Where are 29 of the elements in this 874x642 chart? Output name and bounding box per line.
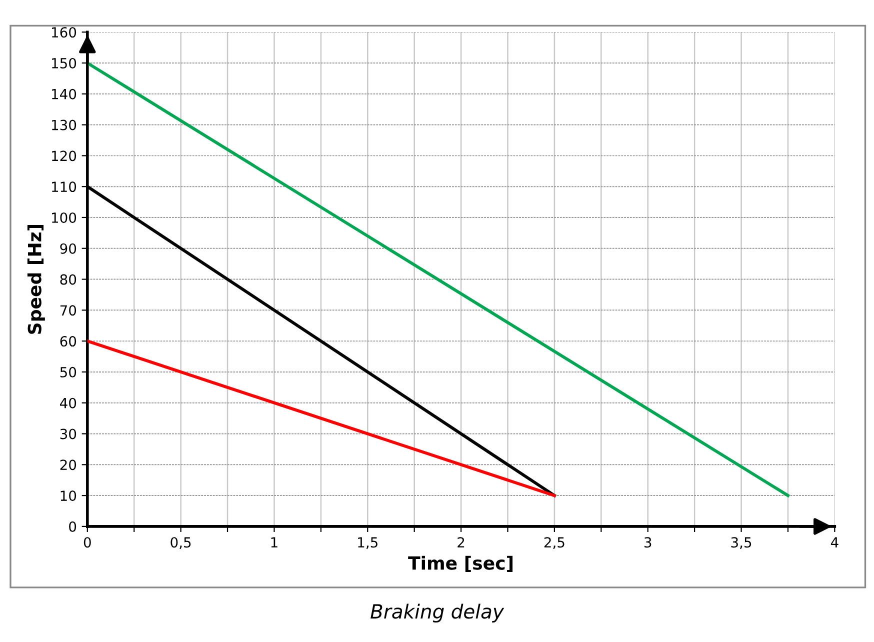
y-tick-label: 150 xyxy=(52,58,76,68)
y-tick-label: 10 xyxy=(60,490,76,502)
text: Braking delay xyxy=(370,604,504,623)
x-axis-title: Time [sec] xyxy=(408,556,513,572)
y-tick-label: 120 xyxy=(52,150,76,162)
y-tick-label: 20 xyxy=(60,460,76,470)
y-tick-label: 40 xyxy=(60,398,76,408)
y-tick-label: 30 xyxy=(60,428,76,440)
y-tick-label: 100 xyxy=(52,212,76,223)
y-tick-label: 60 xyxy=(60,336,76,347)
y-tick-label: 160 xyxy=(52,27,76,38)
x-tick-label: 2 xyxy=(458,537,464,548)
y-tick-label: 50 xyxy=(60,366,76,378)
y-tick-label: 70 xyxy=(60,305,76,316)
x-tick-label: 0 xyxy=(84,537,91,548)
y-tick-label: 0 xyxy=(69,521,76,532)
x-tick-label: 1,5 xyxy=(358,537,378,550)
y-tick-label: 130 xyxy=(52,120,76,130)
y-tick-label: 80 xyxy=(60,274,76,285)
x-tick-label: 1 xyxy=(271,537,278,548)
x-tick-label: 4 xyxy=(830,537,838,548)
x-tick-label: 3,5 xyxy=(731,537,752,550)
x-tick-label: 0,5 xyxy=(170,537,191,550)
x-tick-label: 2,5 xyxy=(544,537,564,550)
x-tick-label: 3 xyxy=(644,537,652,548)
y-tick-label: 90 xyxy=(60,243,76,254)
y-tick-label: 140 xyxy=(52,88,76,100)
y-tick-label: 110 xyxy=(52,182,76,192)
y-axis-title: Speed [Hz] xyxy=(27,224,45,334)
